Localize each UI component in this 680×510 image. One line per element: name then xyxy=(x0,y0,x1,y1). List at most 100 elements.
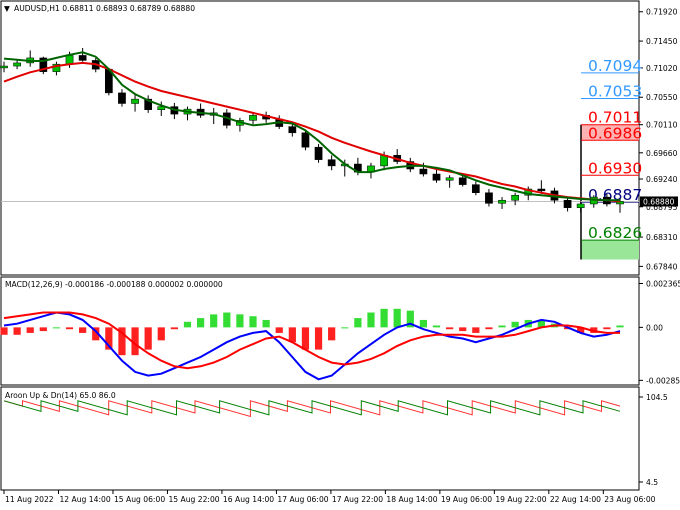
aroon-down-line xyxy=(3,400,621,416)
main-title: AUDUSD,H1 0.68811 0.68893 0.68789 0.6888… xyxy=(14,4,195,13)
macd-histogram-bar xyxy=(183,321,192,328)
candle-body xyxy=(327,159,336,167)
candle-body xyxy=(118,92,126,104)
macd-histogram-bar xyxy=(26,327,34,333)
price-axis-label: 0.67840 xyxy=(646,262,678,271)
candle-body xyxy=(301,132,310,148)
macd-histogram-bar xyxy=(262,319,270,328)
candle-body xyxy=(445,177,454,181)
macd-histogram-bar xyxy=(196,318,205,328)
price-axis-label: 0.70110 xyxy=(646,121,678,130)
macd-histogram-bar xyxy=(328,327,336,341)
price-axis-label: 0.68795 xyxy=(646,203,678,212)
fib-level-label: 0.6826 xyxy=(588,224,642,242)
time-axis-label: 15 Aug 06:00 xyxy=(114,495,165,504)
candle-body xyxy=(576,203,585,208)
candle-body xyxy=(432,173,441,181)
candle-body xyxy=(131,98,139,104)
main-dropdown-icon[interactable]: ▼ xyxy=(4,4,10,13)
time-axis-label: 16 Aug 14:00 xyxy=(223,495,274,504)
time-axis-label: 18 Aug 14:00 xyxy=(386,495,437,504)
macd-histogram-bar xyxy=(341,327,349,329)
macd-histogram-bar xyxy=(459,327,467,332)
macd-histogram-bar xyxy=(616,325,624,328)
macd-histogram-bar xyxy=(249,316,257,328)
macd-histogram-bar xyxy=(498,325,506,328)
macd-histogram-bar xyxy=(65,327,74,330)
ma-fast-line xyxy=(3,51,620,202)
candle-body xyxy=(511,194,520,201)
macd-title: MACD(12,26,9) -0.000186 -0.000188 0.0000… xyxy=(5,280,223,289)
candle-body xyxy=(39,57,48,72)
price-axis-label: 0.68310 xyxy=(646,233,678,242)
candle-body xyxy=(419,168,428,175)
macd-histogram-bar xyxy=(485,327,493,330)
aroon-axis-label: 4.5 xyxy=(646,478,658,487)
fib-level-label: 0.7094 xyxy=(588,57,642,75)
macd-histogram-bar xyxy=(314,327,323,350)
macd-histogram-bar xyxy=(157,327,165,341)
time-axis-label: 15 Aug 22:00 xyxy=(168,495,219,504)
fib-zone xyxy=(581,240,639,260)
time-axis-label: 12 Aug 14:00 xyxy=(59,495,110,504)
candle-body xyxy=(537,188,546,192)
candle-body xyxy=(157,106,166,110)
macd-histogram-bar xyxy=(170,327,178,330)
macd-histogram-bar xyxy=(13,327,21,335)
price-axis-label: 0.71020 xyxy=(646,64,678,73)
macd-histogram-bar xyxy=(354,318,362,328)
macd-histogram-bar xyxy=(105,327,113,350)
macd-histogram-bar xyxy=(223,312,231,328)
candle-body xyxy=(471,184,480,193)
candle-body xyxy=(485,192,493,204)
candle-body xyxy=(524,188,533,196)
time-axis-label: 23 Aug 06:00 xyxy=(604,495,655,504)
macd-histogram-bar xyxy=(419,319,428,328)
current-price-label: 0.68880 xyxy=(643,197,675,206)
time-axis-label: 11 Aug 2022 xyxy=(5,495,54,504)
macd-histogram-bar xyxy=(131,327,139,356)
macd-histogram-bar xyxy=(432,325,441,328)
macd-histogram-bar xyxy=(446,327,454,330)
macd-histogram-bar xyxy=(537,319,545,328)
macd-histogram-bar xyxy=(39,327,47,332)
candle-body xyxy=(563,199,572,208)
candle-body xyxy=(0,65,8,69)
macd-histogram-bar xyxy=(144,327,152,350)
macd-histogram-bar xyxy=(236,314,244,328)
candle-body xyxy=(78,55,87,61)
candle-body xyxy=(458,177,467,185)
price-axis-label: 0.70550 xyxy=(646,93,678,102)
macd-histogram-bar xyxy=(393,308,401,328)
macd-histogram-bar xyxy=(210,314,218,328)
current-price-box xyxy=(640,196,678,207)
macd-histogram-bar xyxy=(511,321,519,328)
macd-histogram-bar xyxy=(367,312,375,328)
candle-body xyxy=(249,115,257,121)
candle-body xyxy=(52,63,61,72)
candle-body xyxy=(314,146,323,160)
macd-histogram-bar xyxy=(380,308,388,328)
aroon-axis-label: 104.5 xyxy=(646,393,668,402)
macd-axis-label: 0.002365 xyxy=(646,280,680,289)
macd-histogram-bar xyxy=(472,327,480,333)
fib-level-label: 0.6930 xyxy=(588,159,642,177)
macd-histogram-bar xyxy=(52,327,61,329)
macd-histogram-bar xyxy=(301,327,310,350)
macd-histogram-bar xyxy=(79,327,87,333)
price-axis-label: 0.71920 xyxy=(646,8,678,17)
fib-zone xyxy=(581,124,639,141)
macd-axis-label: 0.00 xyxy=(646,323,663,332)
candle-body xyxy=(144,98,153,110)
macd-histogram-bar xyxy=(603,327,611,330)
aroon-panel xyxy=(0,386,640,491)
macd-histogram-bar xyxy=(406,310,414,328)
aroon-up-line xyxy=(3,400,621,418)
macd-histogram-bar xyxy=(288,327,296,343)
time-axis-label: 19 Aug 22:00 xyxy=(495,495,546,504)
candle-body xyxy=(13,62,21,67)
macd-histogram-bar xyxy=(92,327,100,341)
macd-line xyxy=(3,311,621,381)
price-axis-label: 0.69660 xyxy=(646,149,678,158)
macd-axis-label: -0.002858 xyxy=(646,376,680,385)
